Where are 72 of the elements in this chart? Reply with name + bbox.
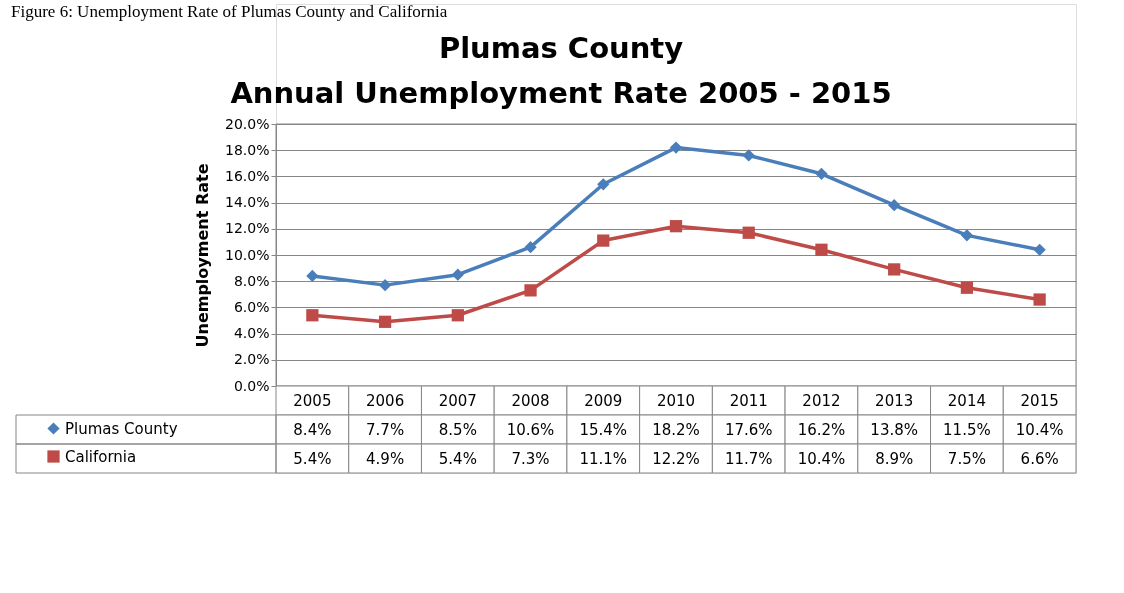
point [960,229,974,242]
point [451,309,464,322]
legend-label: Plumas County [65,419,178,438]
data-label: 8.9% [875,449,914,468]
point [597,178,610,191]
point [524,241,537,254]
point [1033,243,1046,256]
x-tick-label: 2005 [293,391,332,410]
data-label: 11.7% [724,449,773,468]
y-tick-label: 12.0% [225,220,270,237]
point [815,243,828,256]
point [451,268,464,281]
data-label: 4.9% [366,449,405,468]
data-label: 5.4% [293,449,332,468]
data-label: 15.4% [579,420,628,439]
y-tick-label: 18.0% [225,141,270,158]
x-tick-label: 2011 [729,391,768,410]
data-label: 12.2% [652,449,700,468]
point [1033,293,1046,306]
data-label: 8.4% [293,420,332,439]
point [378,315,392,328]
point [306,309,319,322]
y-axis-title: Unemployment Rate [193,163,213,348]
point [815,167,828,180]
y-tick-label: 10.0% [225,246,270,263]
data-label: 7.3% [511,449,550,468]
x-tick-label: 2012 [802,391,841,410]
point [597,234,610,247]
x-tick-label: 2007 [438,391,477,410]
point [524,284,537,297]
y-tick-label: 14.0% [225,194,270,211]
x-tick-label: 2009 [584,391,623,410]
x-tick-label: 2008 [511,391,550,410]
chart-title: Plumas County [438,31,684,65]
x-tick-label: 2015 [1020,391,1059,410]
point [306,269,319,283]
point [669,141,683,154]
data-label: 6.6% [1020,449,1059,468]
data-label: 18.2% [652,420,700,439]
data-label: 5.4% [438,449,477,468]
point [742,226,755,239]
data-label: 11.1% [579,449,628,468]
x-tick-label: 2010 [656,391,696,410]
point [742,149,755,162]
point [378,279,392,292]
data-label: 10.4% [1015,420,1064,439]
x-tick-label: 2014 [947,391,986,410]
data-label: 10.6% [506,420,555,439]
y-tick-label: 20.0% [225,115,270,132]
data-label: 8.5% [438,420,477,439]
data-label: 10.4% [797,449,846,468]
data-label: 11.5% [943,420,991,439]
point [960,281,974,294]
data-label: 16.2% [797,420,846,439]
y-tick-label: 0.0% [233,377,270,394]
point [669,220,683,233]
chart-subtitle: Annual Unemployment Rate 2005 - 2015 [230,76,892,110]
x-tick-label: 2006 [366,391,405,410]
y-tick-label: 6.0% [233,298,270,315]
point [888,199,901,212]
y-tick-label: 4.0% [233,325,270,342]
data-label: 7.7% [366,420,405,439]
data-label: 13.8% [870,420,919,439]
data-label: 7.5% [947,449,986,468]
point [888,263,901,276]
y-tick-label: 8.0% [233,272,270,289]
legend-label: California [65,447,137,466]
x-tick-label: 2013 [875,391,914,410]
caption: Figure 6: Unemployment Rate of Plumas County and California [11,2,448,21]
y-tick-label: 16.0% [225,167,270,184]
data-label: 17.6% [724,420,773,439]
y-tick-label: 2.0% [233,351,270,368]
